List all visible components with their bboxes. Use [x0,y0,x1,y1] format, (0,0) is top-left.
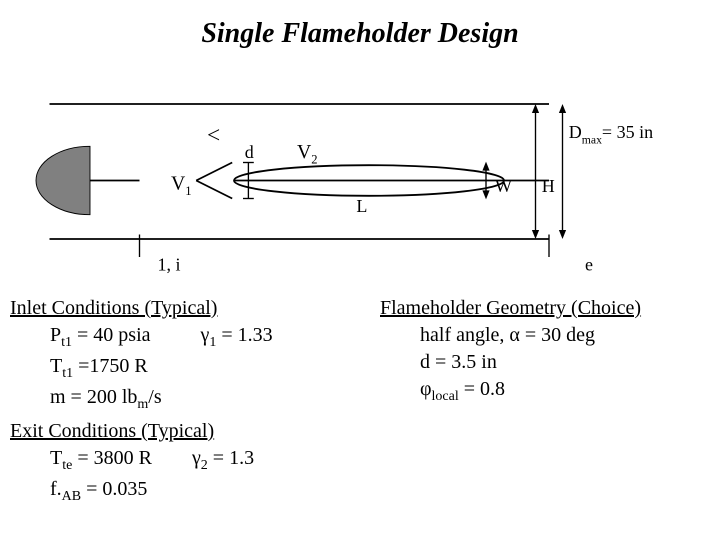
inlet-tt1: Tt1 =1750 R [50,353,273,384]
inlet-m: m = 200 lbm/s [50,384,273,415]
exit-block: Exit Conditions (Typical) Tte = 3800 R γ… [10,418,254,507]
inlet-block: Inlet Conditions (Typical) Pt1 = 40 psia… [10,295,273,415]
page-title: Single Flameholder Design [0,18,720,50]
v2-label: V2 [297,141,318,166]
exit-tte: Tte = 3800 R γ2 = 1.3 [50,445,254,476]
inlet-pt1: Pt1 = 40 psia γ1 = 1.33 [50,322,273,353]
inlet-heading: Inlet Conditions (Typical) [10,295,273,322]
h-label: H [542,176,555,196]
geom-phi: φlocal = 0.8 [420,376,641,407]
v1-label: V1 [171,173,192,198]
flameholder-diagram: < d V1 V2 L W H Dmax= 35 in 1, i e [0,95,720,275]
geom-d: d = 3.5 in [420,349,641,376]
geom-block: Flameholder Geometry (Choice) half angle… [380,295,641,407]
exit-heading: Exit Conditions (Typical) [10,418,254,445]
geom-heading: Flameholder Geometry (Choice) [380,295,641,322]
exit-fab: f.AB = 0.035 [50,476,254,507]
station-1i: 1, i [158,255,181,275]
l-label: L [356,196,367,216]
w-label: W [495,176,512,196]
angle-label: < [207,123,220,149]
d-label: d [245,142,254,162]
geom-alpha: half angle, α = 30 deg [420,322,641,349]
dmax-label: Dmax= 35 in [569,122,653,146]
station-e: e [585,255,593,275]
